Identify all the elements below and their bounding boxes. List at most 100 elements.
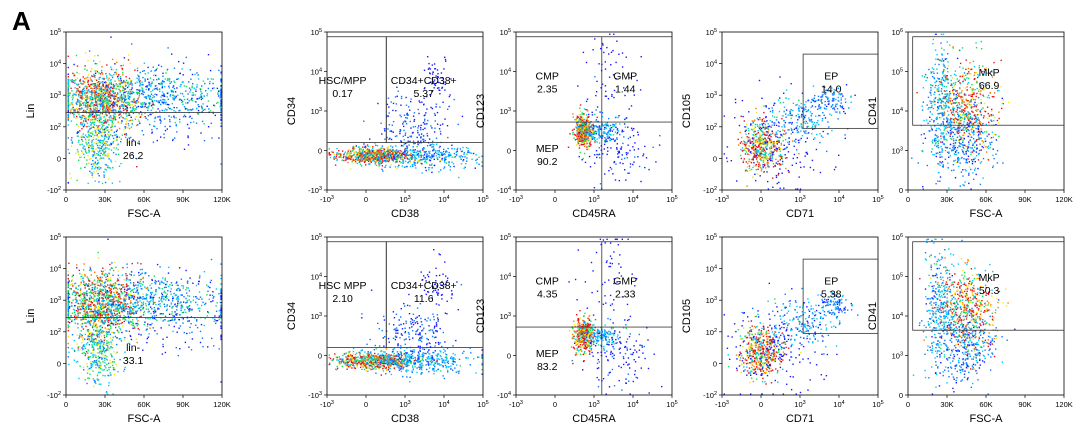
- y-tick-label: 102: [706, 328, 717, 337]
- y-tick-label: -102: [703, 186, 717, 195]
- x-tick-label: -103: [509, 400, 523, 409]
- y-tick-label: 0: [318, 147, 322, 156]
- y-tick-label: 103: [311, 312, 322, 321]
- y-tick-label: -104: [497, 391, 511, 400]
- x-tick-label: 120K: [213, 400, 231, 409]
- y-tick-label: 105: [706, 28, 717, 37]
- x-tick-label: 104: [438, 400, 449, 409]
- y-tick-label: 105: [311, 28, 322, 37]
- x-tick-label: 103: [399, 400, 410, 409]
- x-tick-label: 103: [588, 195, 599, 204]
- y-tick-label: 105: [500, 233, 511, 242]
- gate-box: [515, 36, 673, 123]
- y-tick-label: 0: [899, 186, 903, 195]
- x-tick-label: 105: [872, 400, 883, 409]
- gate-box: [912, 36, 1065, 126]
- x-axis-label: CD45RA: [572, 208, 616, 220]
- x-axis-label: CD45RA: [572, 413, 616, 425]
- gate-percent: 2.10: [332, 293, 353, 305]
- scatter-points: [723, 76, 856, 190]
- x-tick-label: 0: [64, 195, 68, 204]
- y-tick-label: 102: [50, 123, 61, 132]
- gate-box: [385, 241, 484, 349]
- x-tick-label: 90K: [176, 400, 189, 409]
- x-tick-label: 105: [477, 195, 488, 204]
- gate-box: [326, 36, 387, 144]
- y-tick-label: 105: [892, 273, 903, 282]
- x-tick-label: 103: [794, 195, 805, 204]
- y-axis-label: CD123: [475, 94, 487, 128]
- y-tick-label: 104: [706, 265, 717, 274]
- y-tick-label: 102: [50, 328, 61, 337]
- x-tick-label: 104: [833, 195, 844, 204]
- gate-box: [326, 241, 387, 349]
- gate-percent: 1.44: [615, 83, 636, 95]
- y-axis-label: Lin: [25, 104, 37, 119]
- gate-name: MEP: [536, 348, 559, 360]
- y-tick-label: 103: [706, 91, 717, 100]
- y-axis-label: CD41: [867, 302, 879, 330]
- gate-box: [802, 258, 879, 334]
- scatter-points: [567, 33, 661, 190]
- y-tick-label: -103: [308, 186, 322, 195]
- gate-percent: 66.9: [979, 80, 1000, 92]
- gate-box: [385, 36, 484, 144]
- gate-name: HSC MPP: [319, 280, 367, 292]
- plot-r2-c4: EP5.38 -103 0 103 104 105 105 104 103 102 0 -102 CD7…: [681, 233, 884, 425]
- gate-name: CD34+CD38+: [391, 280, 457, 292]
- x-tick-label: 103: [399, 195, 410, 204]
- y-tick-label: -104: [497, 186, 511, 195]
- scatter-points: [328, 56, 483, 179]
- y-tick-label: 102: [706, 123, 717, 132]
- gate-percent: 4.35: [537, 288, 558, 300]
- x-tick-label: 0: [64, 400, 68, 409]
- x-tick-label: 0: [364, 400, 368, 409]
- y-tick-label: 103: [500, 107, 511, 116]
- x-axis-label: FSC-A: [970, 208, 1004, 220]
- x-tick-label: 60K: [137, 400, 150, 409]
- y-axis-label: CD41: [867, 97, 879, 125]
- x-tick-label: 0: [906, 400, 910, 409]
- y-tick-label: 104: [706, 60, 717, 69]
- gate-percent: 5.37: [414, 88, 435, 100]
- gate-percent: 83.2: [537, 361, 558, 373]
- x-tick-label: 104: [833, 400, 844, 409]
- x-axis-label: FSC-A: [970, 413, 1004, 425]
- gate-box: [912, 241, 1065, 331]
- y-tick-label: 105: [706, 233, 717, 242]
- y-tick-label: 104: [892, 312, 903, 321]
- x-tick-label: 60K: [979, 400, 992, 409]
- x-tick-label: 103: [794, 400, 805, 409]
- y-tick-label: 105: [500, 28, 511, 37]
- plot-frame: [326, 31, 484, 191]
- x-axis-label: FSC-A: [128, 413, 162, 425]
- gate-box: [515, 241, 673, 328]
- x-tick-label: 120K: [1055, 400, 1073, 409]
- gate-percent: 11.6: [414, 293, 434, 305]
- gate-percent: 50.3: [979, 285, 1000, 297]
- y-tick-label: -103: [308, 391, 322, 400]
- gate-name: lin-: [126, 342, 141, 354]
- x-tick-label: 90K: [1018, 195, 1031, 204]
- y-tick-label: 105: [50, 233, 61, 242]
- x-tick-label: 104: [438, 195, 449, 204]
- y-tick-label: 103: [50, 91, 61, 100]
- plot-r2-c1: lin-33.10 30K 60K 90K 120K1051041031020-102F…: [25, 233, 231, 425]
- y-tick-label: 103: [892, 147, 903, 156]
- y-tick-label: -102: [703, 391, 717, 400]
- y-tick-label: 104: [500, 273, 511, 282]
- x-tick-label: 105: [872, 195, 883, 204]
- y-tick-label: -102: [47, 391, 61, 400]
- gate-box: [802, 53, 879, 129]
- y-axis-label: CD34: [286, 97, 298, 125]
- x-tick-label: 104: [627, 195, 638, 204]
- gate-percent: 0.17: [332, 88, 353, 100]
- panel-letter: A: [12, 6, 31, 36]
- gate-percent: 33.1: [123, 355, 144, 367]
